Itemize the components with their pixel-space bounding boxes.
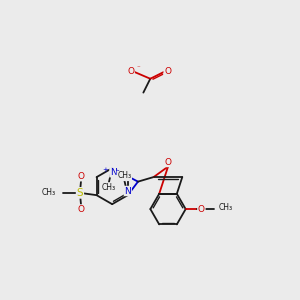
Text: O: O [127,67,134,76]
Text: O: O [164,158,172,166]
Text: O: O [78,205,85,214]
Text: CH₃: CH₃ [219,203,233,212]
Text: O: O [78,172,85,181]
Text: CH₃: CH₃ [117,172,131,181]
Text: +: + [103,167,109,173]
Text: CH₃: CH₃ [102,183,116,192]
Text: N: N [124,187,131,196]
Text: CH₃: CH₃ [42,188,56,197]
Text: O: O [198,205,205,214]
Text: N: N [110,168,117,177]
Text: S: S [76,188,83,198]
Text: O: O [164,67,171,76]
Text: ⁻: ⁻ [136,65,140,71]
